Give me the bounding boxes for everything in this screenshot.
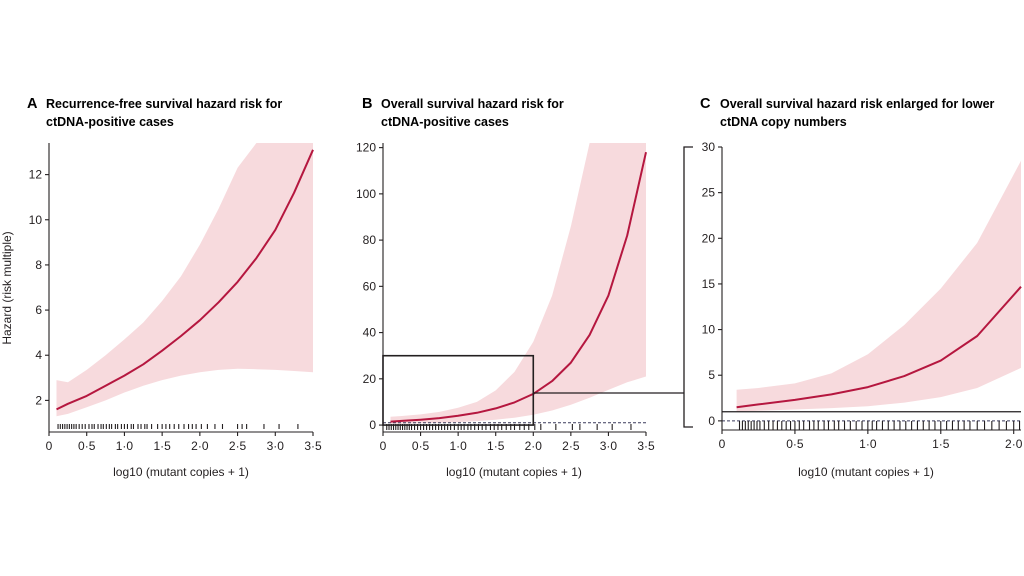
panel-b-title-line-1: Overall survival hazard risk for: [381, 97, 564, 111]
panel-b-x-tick-label: 0·5: [412, 439, 430, 453]
panel-c-x-tick-label: 0: [719, 437, 726, 451]
panel-c-x-tick-label: 0·5: [786, 437, 804, 451]
panel-c-letter: C: [700, 96, 711, 112]
panel-c-y-tick-label: 5: [708, 368, 715, 382]
panel-b-x-tick-label: 2·5: [562, 439, 580, 453]
panel-a-y-tick-label: 2: [35, 393, 42, 407]
panel-c-x-axis-label: log10 (mutant copies + 1): [798, 465, 934, 479]
panel-c-y-tick-label: 20: [702, 231, 716, 245]
panel-b-hazard-curve: [390, 151, 647, 423]
panel-c-hazard-curve: [736, 286, 1022, 409]
panel-a-x-tick-label: 3·0: [267, 439, 285, 453]
panel-b-y-tick-label: 0: [369, 418, 376, 432]
panel-a-x-axis-label: log10 (mutant copies + 1): [113, 465, 249, 479]
panel-b-plot: 0 20 40 60 80 100 120 0 0·5 1·0 1·5 2·0 2·5 3·0 3·5: [356, 141, 693, 453]
panel-c-confidence-band: [736, 160, 1021, 412]
panel-a-x-tick-label: 2·0: [191, 439, 209, 453]
panel-b-confidence-band: [390, 143, 646, 424]
panel-c-y-tick-label: 30: [702, 140, 716, 154]
panel-b-x-tick-label: 3·0: [600, 439, 618, 453]
panel-c-x-tick-label: 2·0: [1005, 437, 1023, 451]
panel-c-y-tick-label: 0: [708, 414, 715, 428]
panel-a-y-tick-label: 10: [29, 213, 43, 227]
panel-a-y-axis-label: Hazard (risk multiple): [0, 231, 14, 344]
panel-b-x-axis-label: log10 (mutant copies + 1): [446, 465, 582, 479]
panel-b-y-tick-label: 60: [363, 279, 377, 293]
panel-c-title-line-2: ctDNA copy numbers: [720, 115, 847, 129]
panel-c-x-tick-label: 1·5: [932, 437, 950, 451]
panel-c-title-line-1: Overall survival hazard risk enlarged fo…: [720, 97, 995, 111]
panel-c-y-tick-label: 10: [702, 323, 716, 337]
panel-b-x-tick-label: 1·5: [487, 439, 505, 453]
panel-b-title-line-2: ctDNA-positive cases: [381, 115, 509, 129]
panel-b-zoom-box: [382, 354, 535, 426]
panel-a-x-tick-label: 1·0: [116, 439, 134, 453]
panel-a-title-line-2: ctDNA-positive cases: [46, 115, 174, 129]
panel-b-y-tick-label: 20: [363, 372, 377, 386]
panel-a-x-tick-label: 0: [46, 439, 53, 453]
panel-b-x-tick-label: 1·0: [449, 439, 467, 453]
panel-b-y-tick-label: 80: [363, 233, 377, 247]
panel-c-x-tick-label: 1·0: [859, 437, 877, 451]
panel-c-plot: 0 5 10 15 20 25 30 0 0·5 1·0 1·5 2·0: [702, 140, 1023, 451]
panel-a-x-tick-label: 3·5: [304, 439, 322, 453]
panel-b-y-tick-label: 120: [356, 141, 376, 155]
panel-a-x-tick-label: 1·5: [153, 439, 171, 453]
panel-a-y-tick-label: 8: [35, 258, 42, 272]
panel-a-plot: 2 4 6 8 10 12 0 0·5 1·0 1·5 2·0 2·5 3·0 3·5: [29, 143, 322, 453]
panel-a-y-tick-label: 12: [29, 168, 43, 182]
panel-a-x-tick-label: 0·5: [78, 439, 96, 453]
panel-a-title-line-1: Recurrence-free survival hazard risk for: [46, 97, 282, 111]
panel-a-y-tick-label: 6: [35, 303, 42, 317]
panel-a-hazard-curve: [56, 149, 314, 411]
panel-c-y-tick-label: 15: [702, 277, 716, 291]
panel-c-y-tick-label: 25: [702, 186, 716, 200]
panel-a-x-tick-label: 2·5: [229, 439, 247, 453]
panel-b-letter: B: [362, 96, 372, 112]
panel-b-y-tick-label: 100: [356, 187, 376, 201]
panel-b-y-tick-label: 40: [363, 326, 377, 340]
panel-a-confidence-band: [56, 143, 313, 417]
panel-a-letter: A: [27, 96, 38, 112]
panel-b-x-tick-label: 3·5: [637, 439, 655, 453]
zoom-bracket: [683, 146, 693, 428]
panel-b-x-tick-label: 2·0: [525, 439, 543, 453]
panel-a-y-tick-label: 4: [35, 348, 42, 362]
panel-b-x-tick-label: 0: [380, 439, 387, 453]
